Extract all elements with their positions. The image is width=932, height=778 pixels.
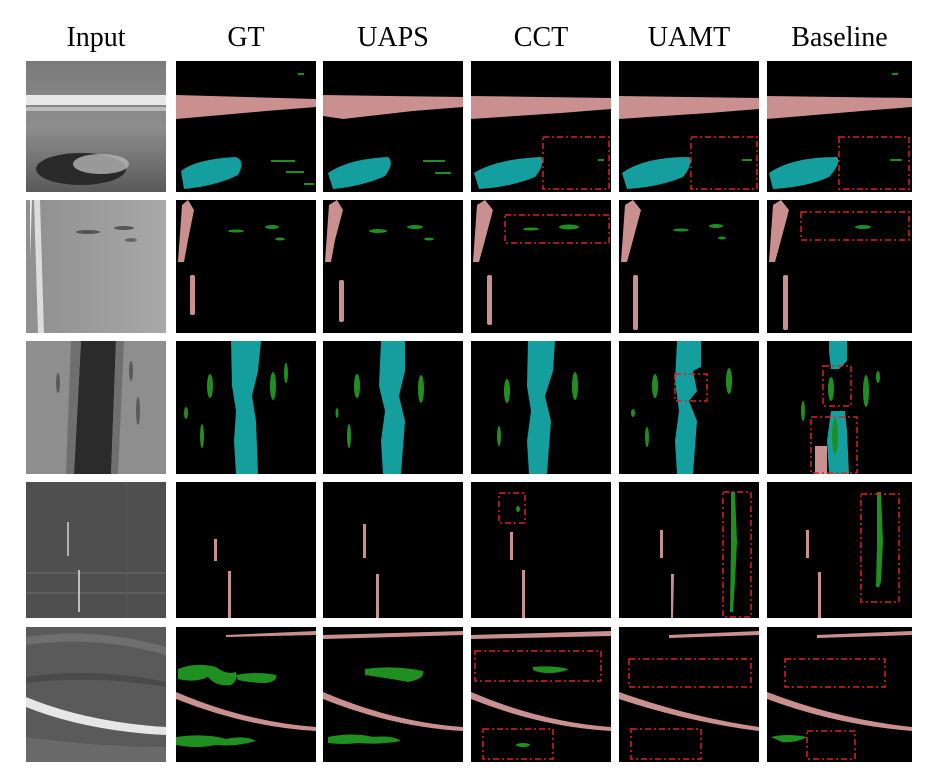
- mask-uaps-row5: [323, 627, 463, 762]
- input-image-row1: [26, 61, 166, 192]
- mask-baseline-row2: [767, 200, 912, 333]
- input-image-row5: [26, 627, 166, 762]
- column-headers: Input GT UAPS CCT UAMT Baseline: [0, 18, 932, 58]
- highlight-box: [498, 492, 526, 524]
- mask-cct-row3: [471, 341, 611, 474]
- mask-baseline-row3: [767, 341, 912, 474]
- mask-baseline-row4: [767, 482, 912, 618]
- highlight-box: [860, 493, 900, 603]
- highlight-box: [674, 373, 708, 402]
- mask-gt-row3: [176, 341, 316, 474]
- mask-baseline-row5: [767, 627, 912, 762]
- highlight-box: [630, 728, 702, 760]
- col-header-input: Input: [66, 22, 126, 53]
- mask-gt-row5: [176, 627, 316, 762]
- col-header-cct: CCT: [513, 22, 569, 53]
- mask-uamt-row4: [619, 482, 759, 618]
- highlight-box: [806, 730, 856, 760]
- input-image-row2: [26, 200, 166, 333]
- mask-baseline-row1: [767, 61, 912, 192]
- mask-uamt-row3: [619, 341, 759, 474]
- highlight-box: [822, 365, 852, 407]
- highlight-box: [838, 136, 910, 190]
- highlight-box: [722, 491, 752, 618]
- mask-cct-row5: [471, 627, 611, 762]
- mask-gt-row1: [176, 61, 316, 192]
- mask-uaps-row1: [323, 61, 463, 192]
- mask-uamt-row2: [619, 200, 759, 333]
- mask-gt-row4: [176, 482, 316, 618]
- highlight-box: [628, 658, 752, 688]
- highlight-box: [810, 416, 858, 474]
- col-header-uaps: UAPS: [357, 22, 429, 53]
- highlight-box: [474, 650, 602, 682]
- mask-cct-row4: [471, 482, 611, 618]
- highlight-box: [542, 136, 610, 190]
- highlight-box: [784, 658, 886, 688]
- highlight-box: [482, 728, 554, 760]
- mask-uamt-row1: [619, 61, 759, 192]
- mask-uaps-row3: [323, 341, 463, 474]
- highlight-box: [504, 214, 610, 244]
- col-header-uamt: UAMT: [647, 22, 731, 53]
- mask-uamt-row5: [619, 627, 759, 762]
- highlight-box: [800, 211, 910, 241]
- col-header-baseline: Baseline: [791, 22, 888, 53]
- mask-uaps-row4: [323, 482, 463, 618]
- mask-cct-row2: [471, 200, 611, 333]
- highlight-box: [690, 136, 758, 190]
- mask-uaps-row2: [323, 200, 463, 333]
- col-header-gt: GT: [227, 22, 265, 53]
- input-image-row3: [26, 341, 166, 474]
- mask-cct-row1: [471, 61, 611, 192]
- mask-gt-row2: [176, 200, 316, 333]
- input-image-row4: [26, 482, 166, 618]
